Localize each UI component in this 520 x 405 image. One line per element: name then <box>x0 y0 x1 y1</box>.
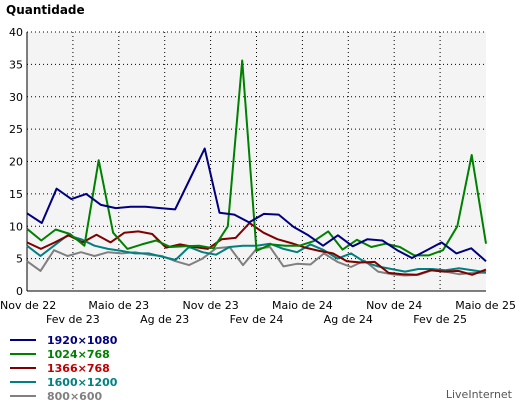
chart-title: Quantidade <box>6 3 85 17</box>
legend-item: 1600×1200 <box>10 375 117 389</box>
x-tick-label: Nov de 24 <box>366 299 422 312</box>
legend: 1920×1080 1024×768 1366×768 1600×1200 800×60… <box>10 333 117 403</box>
x-tick-label: Maio de 24 <box>272 299 333 312</box>
legend-item: 1366×768 <box>10 361 117 375</box>
x-tick-label: Nov de 22 <box>0 299 56 312</box>
grid-lines <box>27 31 486 291</box>
x-tick-label: Fev de 25 <box>413 313 467 326</box>
y-tick-label: 30 <box>9 91 23 104</box>
legend-item: 1024×768 <box>10 347 117 361</box>
legend-label: 1366×768 <box>47 361 110 375</box>
x-tick-label: Nov de 23 <box>182 299 238 312</box>
legend-label: 1024×768 <box>47 347 110 361</box>
x-tick-label: Ag de 24 <box>324 313 373 326</box>
y-tick-label: 40 <box>9 26 23 39</box>
y-tick-label: 25 <box>9 123 23 136</box>
series-line-1366×768 <box>26 222 487 276</box>
y-tick-label: 0 <box>16 285 23 298</box>
y-tick-label: 20 <box>9 156 23 169</box>
x-tick-label: Fev de 24 <box>230 313 284 326</box>
y-tick-label: 15 <box>9 188 23 201</box>
series-line-1024×768 <box>26 59 487 257</box>
series-lines <box>26 59 487 277</box>
legend-label: 800×600 <box>47 389 103 403</box>
y-tick-label: 10 <box>9 220 23 233</box>
x-tick-label: Fev de 23 <box>46 313 100 326</box>
y-axis-ticks: 0 5 10 15 20 25 30 35 40 <box>9 26 23 298</box>
legend-swatch <box>10 381 36 383</box>
x-tick-label: Maio de 23 <box>88 299 149 312</box>
axes <box>26 32 486 292</box>
legend-item: 800×600 <box>10 389 117 403</box>
liveinternet-credit: LiveInternet <box>445 388 512 401</box>
legend-swatch <box>10 353 36 355</box>
y-tick-label: 5 <box>16 253 23 266</box>
legend-swatch <box>10 367 36 369</box>
series-line-1920×1080 <box>26 147 487 262</box>
y-tick-label: 35 <box>9 58 23 71</box>
legend-label: 1920×1080 <box>47 333 118 347</box>
legend-label: 1600×1200 <box>47 375 118 389</box>
x-tick-label: Maio de 25 <box>455 299 516 312</box>
legend-swatch <box>10 339 36 341</box>
legend-swatch <box>10 395 36 397</box>
x-tick-label: Ag de 23 <box>140 313 189 326</box>
legend-item: 1920×1080 <box>10 333 117 347</box>
